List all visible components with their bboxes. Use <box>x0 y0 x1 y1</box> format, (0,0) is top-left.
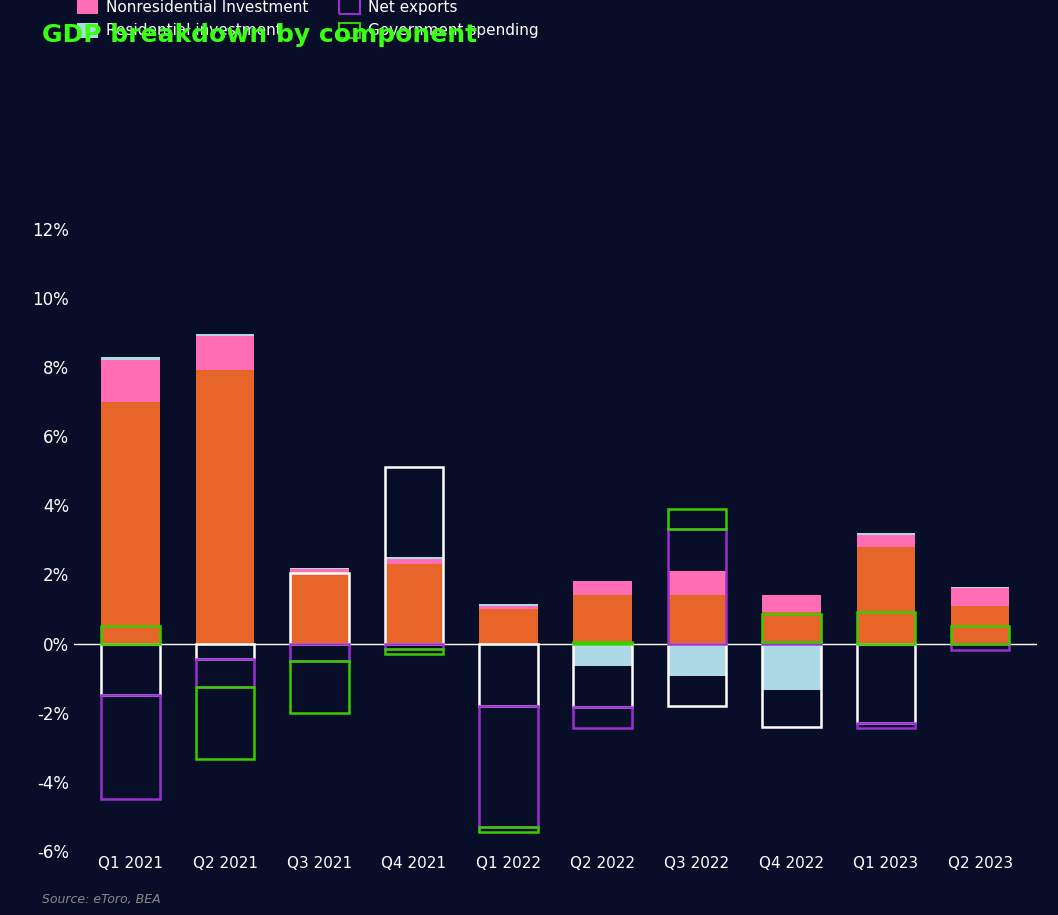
Bar <box>762 612 821 643</box>
Bar <box>857 643 915 723</box>
Text: GDP breakdown by component: GDP breakdown by component <box>42 23 477 47</box>
Bar <box>290 567 349 569</box>
Bar <box>290 573 349 643</box>
Bar <box>668 509 726 530</box>
Bar <box>102 357 160 361</box>
Bar <box>479 604 537 606</box>
Bar <box>762 595 821 612</box>
Bar <box>668 595 726 643</box>
Bar <box>573 641 632 643</box>
Bar <box>290 643 349 661</box>
Bar <box>479 609 537 643</box>
Bar <box>668 571 726 595</box>
Bar <box>951 587 1009 588</box>
Bar <box>951 606 1009 643</box>
Bar <box>102 402 160 643</box>
Bar <box>857 723 915 728</box>
Bar <box>762 641 821 643</box>
Bar <box>385 564 443 643</box>
Bar <box>290 569 349 575</box>
Bar <box>102 626 160 643</box>
Bar <box>196 371 254 643</box>
Bar <box>196 643 254 659</box>
Bar <box>385 468 443 643</box>
Bar <box>668 530 726 643</box>
Bar <box>385 557 443 559</box>
Bar <box>479 643 537 705</box>
Bar <box>951 588 1009 606</box>
Bar <box>196 687 254 759</box>
Bar <box>385 559 443 564</box>
Bar <box>385 643 443 649</box>
Bar <box>573 581 632 595</box>
Bar <box>857 534 915 547</box>
Bar <box>573 707 632 728</box>
Bar <box>385 649 443 654</box>
Bar <box>668 643 726 705</box>
Bar <box>479 705 537 827</box>
Bar <box>573 643 632 707</box>
Bar <box>196 659 254 687</box>
Bar <box>573 595 632 643</box>
Bar <box>857 533 915 534</box>
Bar <box>102 361 160 402</box>
Bar <box>762 643 821 727</box>
Bar <box>196 336 254 371</box>
Bar <box>951 626 1009 643</box>
Bar <box>668 643 726 676</box>
Bar <box>290 575 349 643</box>
Bar <box>762 643 821 690</box>
Bar <box>951 643 1009 651</box>
Bar <box>102 643 160 695</box>
Bar <box>762 614 821 641</box>
Text: Source: eToro, BEA: Source: eToro, BEA <box>42 893 161 906</box>
Bar <box>479 606 537 609</box>
Legend: Consumer Spending, Nonresidential Investment, Residential investment, Change in : Consumer Spending, Nonresidential Invest… <box>77 0 539 38</box>
Bar <box>102 695 160 799</box>
Bar <box>857 547 915 643</box>
Bar <box>290 661 349 713</box>
Bar <box>857 612 915 643</box>
Bar <box>573 643 632 666</box>
Bar <box>196 334 254 336</box>
Bar <box>479 827 537 832</box>
